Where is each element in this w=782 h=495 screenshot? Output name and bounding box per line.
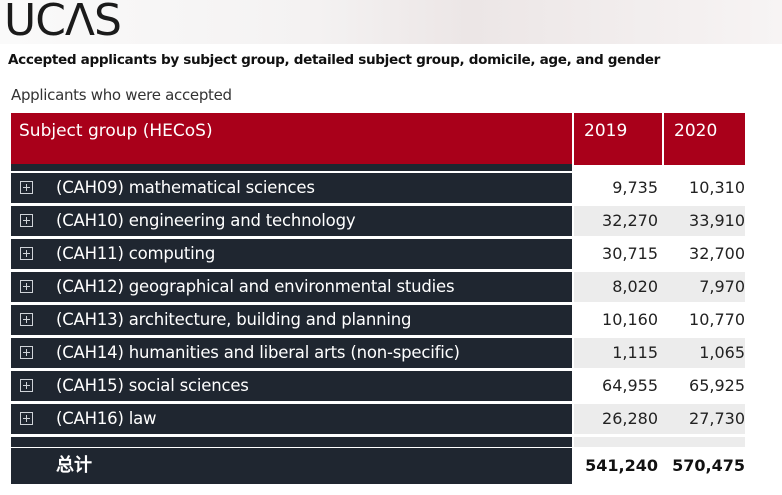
table-row[interactable]: (CAH14) humanities and liberal arts (non… <box>11 338 745 368</box>
cell-2019: 9,735 <box>612 178 658 197</box>
plus-square-icon[interactable] <box>20 280 33 293</box>
plus-square-icon[interactable] <box>20 346 33 359</box>
table-row[interactable]: (CAH11) computing 30,715 32,700 <box>11 239 745 269</box>
row-label: (CAH16) law <box>11 404 572 434</box>
plus-square-icon[interactable] <box>20 379 33 392</box>
header-banner: UCΛS <box>0 0 782 44</box>
table-row-partial-top <box>11 164 572 171</box>
cell-2020-partial <box>664 437 745 447</box>
cell-2019: 1,115 <box>574 338 664 368</box>
table-row[interactable]: (CAH10) engineering and technology 32,27… <box>11 206 745 236</box>
row-label: (CAH10) engineering and technology <box>11 206 572 236</box>
cell-2019: 30,715 <box>602 244 658 263</box>
column-header-2019[interactable]: 2019 <box>574 113 662 165</box>
table-row-partial-bottom <box>11 437 745 447</box>
table-row[interactable]: (CAH15) social sciences 64,955 65,925 <box>11 371 745 401</box>
plus-square-icon[interactable] <box>20 214 33 227</box>
cell-2019: 8,020 <box>574 272 664 302</box>
total-label: 总计 <box>11 448 572 484</box>
row-label: (CAH09) mathematical sciences <box>11 173 572 203</box>
plus-square-icon[interactable] <box>20 313 33 326</box>
cell-2019: 10,160 <box>602 310 658 329</box>
row-label-partial <box>11 437 572 447</box>
cell-2019: 32,270 <box>574 206 664 236</box>
cell-2020: 10,310 <box>689 178 745 197</box>
column-header-2020[interactable]: 2020 <box>664 113 745 165</box>
total-row: 总计 541,240 570,475 <box>11 448 745 484</box>
row-label: (CAH12) geographical and environmental s… <box>11 272 572 302</box>
cell-2020: 65,925 <box>689 376 745 395</box>
column-header-subject[interactable]: Subject group (HECoS) <box>11 113 572 165</box>
cell-2019-partial <box>574 437 664 447</box>
cell-2020: 7,970 <box>664 272 745 302</box>
table-row[interactable]: (CAH16) law 26,280 27,730 <box>11 404 745 434</box>
row-label: (CAH14) humanities and liberal arts (non… <box>11 338 572 368</box>
cell-2020: 32,700 <box>689 244 745 263</box>
plus-square-icon[interactable] <box>20 412 33 425</box>
plus-square-icon[interactable] <box>20 181 33 194</box>
table-row[interactable]: (CAH12) geographical and environmental s… <box>11 272 745 302</box>
ucas-logo: UCΛS <box>4 0 122 46</box>
total-2019: 541,240 <box>585 456 658 475</box>
cell-2020: 27,730 <box>664 404 745 434</box>
cell-2020: 10,770 <box>689 310 745 329</box>
row-label: (CAH13) architecture, building and plann… <box>11 305 572 335</box>
cell-2020: 1,065 <box>664 338 745 368</box>
plus-square-icon[interactable] <box>20 247 33 260</box>
page-subtitle: Applicants who were accepted <box>11 86 232 104</box>
cell-2019: 26,280 <box>574 404 664 434</box>
table-row[interactable]: (CAH09) mathematical sciences 9,735 10,3… <box>11 173 745 203</box>
cell-2019: 64,955 <box>602 376 658 395</box>
total-2020: 570,475 <box>672 456 745 475</box>
cell-2020: 33,910 <box>664 206 745 236</box>
row-label: (CAH11) computing <box>11 239 572 269</box>
page-title: Accepted applicants by subject group, de… <box>8 52 660 68</box>
row-label: (CAH15) social sciences <box>11 371 572 401</box>
table-row[interactable]: (CAH13) architecture, building and plann… <box>11 305 745 335</box>
